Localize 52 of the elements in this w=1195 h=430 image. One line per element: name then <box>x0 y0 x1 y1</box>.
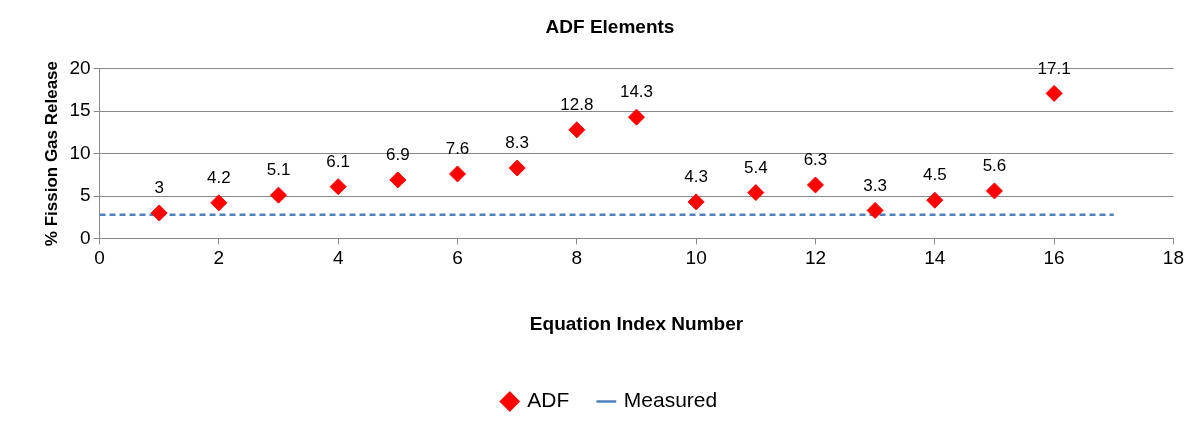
data-label: 12.8 <box>560 95 594 115</box>
y-axis-title: % Fission Gas Release <box>41 61 61 247</box>
data-label: 14.3 <box>619 82 654 102</box>
point <box>270 186 288 204</box>
data-label: 4.2 <box>207 167 231 187</box>
y-tick-label: 10 <box>69 141 91 163</box>
data-label: 4.5 <box>922 165 947 185</box>
legend-label: ADF <box>527 388 570 412</box>
point <box>687 193 705 211</box>
x-tick-label: 14 <box>924 247 946 269</box>
y-tick-label: 0 <box>79 226 91 248</box>
x-tick-label: 0 <box>94 247 105 269</box>
point <box>747 184 765 202</box>
point <box>627 108 645 126</box>
x-tick-label: 6 <box>452 247 463 269</box>
point <box>568 121 586 139</box>
data-label: 4.3 <box>684 167 708 187</box>
point <box>150 204 168 222</box>
point <box>449 165 466 183</box>
x-tick-label: 16 <box>1043 247 1065 269</box>
data-label: 3.3 <box>863 175 887 195</box>
legend-label: Measured <box>623 388 718 412</box>
x-tick-label: 4 <box>332 247 344 269</box>
data-label: 6.3 <box>803 150 828 170</box>
data-label: 5.1 <box>266 160 291 180</box>
x-axis-title: Equation Index Number <box>529 312 744 334</box>
data-label: 3 <box>154 178 164 198</box>
point <box>866 201 884 219</box>
data-label: 6.9 <box>386 145 410 165</box>
x-tick-label: 8 <box>571 247 583 269</box>
data-label: 8.3 <box>505 133 529 153</box>
data-label: 7.6 <box>445 139 470 159</box>
point <box>806 176 824 194</box>
data-label: 6.1 <box>326 151 350 171</box>
x-tick-label: 2 <box>213 247 225 269</box>
x-tick-label: 18 <box>1162 247 1184 269</box>
point <box>508 159 526 177</box>
y-tick-label: 15 <box>69 99 91 121</box>
point <box>1045 84 1063 102</box>
y-tick-label: 5 <box>79 184 91 206</box>
chart-title: ADF Elements <box>545 15 675 37</box>
data-label: 5.4 <box>743 157 768 177</box>
x-tick-label: 12 <box>804 247 827 269</box>
point <box>329 178 347 196</box>
y-tick-label: 20 <box>69 57 91 79</box>
point <box>926 191 944 209</box>
point <box>210 194 228 212</box>
point <box>389 171 407 189</box>
data-label: 17.1 <box>1037 58 1071 78</box>
point <box>985 182 1003 200</box>
data-label: 5.6 <box>982 156 1007 176</box>
x-tick-label: 10 <box>685 247 707 269</box>
